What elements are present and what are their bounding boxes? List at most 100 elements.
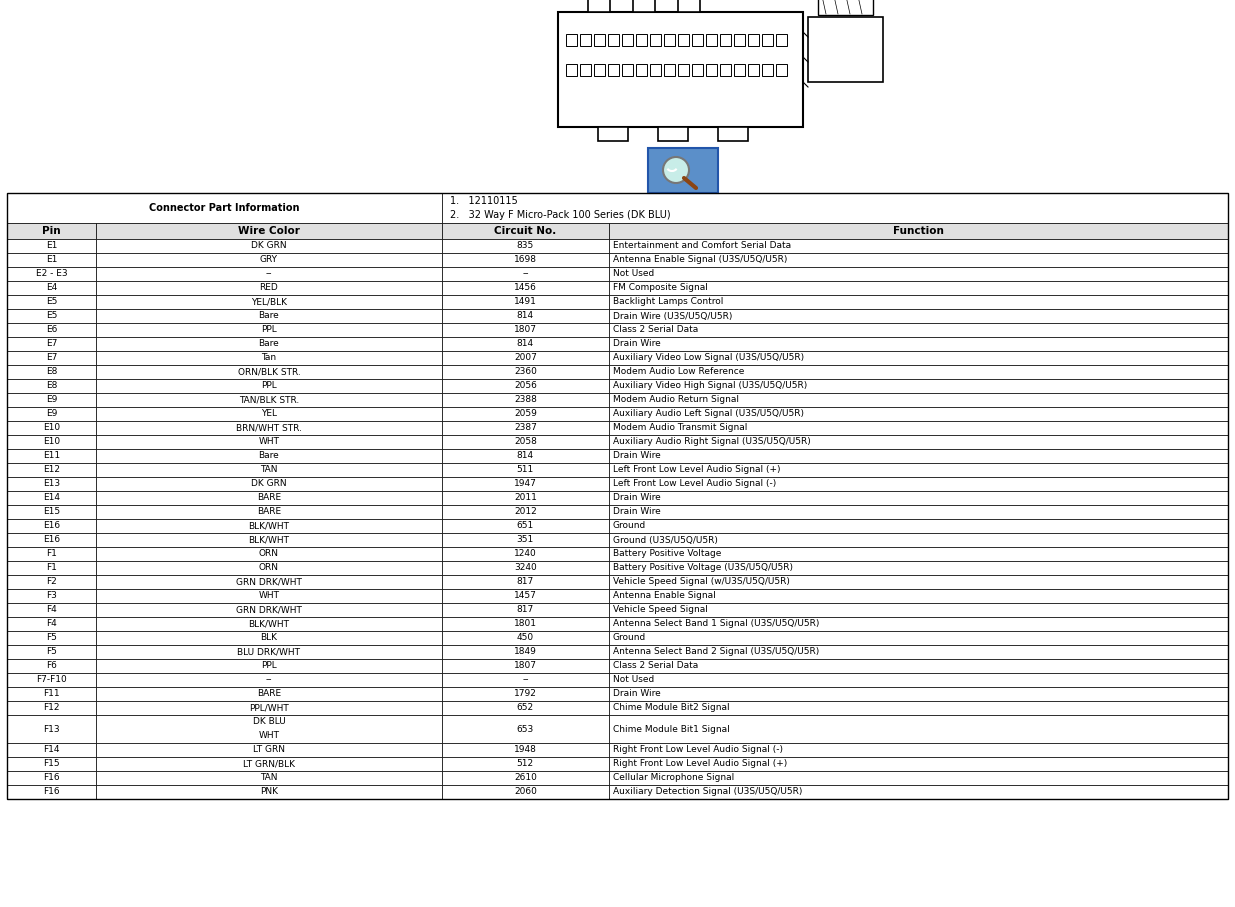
- Bar: [594, 64, 605, 76]
- Text: ORN/BLK STR.: ORN/BLK STR.: [237, 367, 300, 376]
- Bar: [96, 673, 442, 687]
- Bar: [609, 351, 1228, 365]
- Text: Battery Positive Voltage (U3S/U5Q/U5R): Battery Positive Voltage (U3S/U5Q/U5R): [613, 563, 793, 572]
- Text: Ground: Ground: [613, 522, 646, 531]
- Bar: [96, 239, 442, 253]
- Text: BLK: BLK: [261, 633, 278, 642]
- Text: Left Front Low Level Audio Signal (+): Left Front Low Level Audio Signal (+): [613, 465, 781, 474]
- Bar: [678, 0, 700, 12]
- Text: F5: F5: [46, 648, 57, 657]
- Text: Modem Audio Low Reference: Modem Audio Low Reference: [613, 367, 745, 376]
- Text: Drain Wire: Drain Wire: [613, 339, 661, 348]
- Bar: [678, 64, 689, 76]
- Text: 1456: 1456: [514, 284, 537, 292]
- Bar: [609, 757, 1228, 771]
- Bar: [636, 34, 647, 46]
- Text: Auxiliary Audio Right Signal (U3S/U5Q/U5R): Auxiliary Audio Right Signal (U3S/U5Q/U5…: [613, 437, 810, 446]
- Text: F4: F4: [46, 606, 57, 615]
- Bar: [7, 673, 96, 687]
- Bar: [7, 785, 96, 799]
- Bar: [442, 337, 609, 351]
- Bar: [609, 337, 1228, 351]
- Bar: [7, 533, 96, 547]
- Text: E14: E14: [43, 493, 61, 502]
- Bar: [442, 435, 609, 449]
- Bar: [622, 64, 634, 76]
- Text: Drain Wire: Drain Wire: [613, 508, 661, 516]
- Bar: [7, 223, 96, 239]
- Text: E15: E15: [43, 508, 61, 516]
- Text: 512: 512: [516, 759, 534, 768]
- Text: 817: 817: [516, 606, 534, 615]
- Bar: [96, 463, 442, 477]
- Text: E4: E4: [46, 284, 57, 292]
- Bar: [609, 281, 1228, 295]
- Text: Right Front Low Level Audio Signal (-): Right Front Low Level Audio Signal (-): [613, 746, 783, 755]
- Bar: [609, 589, 1228, 603]
- Bar: [442, 785, 609, 799]
- Bar: [7, 393, 96, 407]
- Bar: [7, 435, 96, 449]
- Text: ORN: ORN: [259, 550, 279, 559]
- Text: Antenna Select Band 1 Signal (U3S/U5Q/U5R): Antenna Select Band 1 Signal (U3S/U5Q/U5…: [613, 619, 819, 629]
- Bar: [609, 421, 1228, 435]
- Bar: [96, 631, 442, 645]
- Text: Wire Color: Wire Color: [238, 226, 300, 236]
- Bar: [442, 617, 609, 631]
- Bar: [718, 127, 748, 141]
- Bar: [442, 393, 609, 407]
- Text: Right Front Low Level Audio Signal (+): Right Front Low Level Audio Signal (+): [613, 759, 787, 768]
- Bar: [442, 407, 609, 421]
- Bar: [7, 337, 96, 351]
- Bar: [96, 379, 442, 393]
- Bar: [609, 393, 1228, 407]
- Bar: [442, 463, 609, 477]
- Text: 2011: 2011: [514, 493, 537, 502]
- Text: Vehicle Speed Signal: Vehicle Speed Signal: [613, 606, 708, 615]
- Bar: [7, 295, 96, 309]
- Bar: [96, 645, 442, 659]
- Text: 651: 651: [516, 522, 534, 531]
- Text: 835: 835: [516, 241, 534, 250]
- Bar: [678, 34, 689, 46]
- Bar: [609, 645, 1228, 659]
- Bar: [650, 34, 661, 46]
- Bar: [608, 64, 619, 76]
- Bar: [7, 193, 442, 223]
- Text: 1240: 1240: [514, 550, 537, 559]
- Bar: [96, 715, 442, 743]
- Text: 817: 817: [516, 578, 534, 587]
- Bar: [609, 267, 1228, 281]
- Bar: [734, 64, 745, 76]
- Bar: [7, 603, 96, 617]
- Text: Backlight Lamps Control: Backlight Lamps Control: [613, 297, 724, 307]
- Bar: [96, 491, 442, 505]
- Text: 2360: 2360: [514, 367, 537, 376]
- Bar: [96, 407, 442, 421]
- Text: BARE: BARE: [257, 689, 282, 698]
- Text: Cellular Microphone Signal: Cellular Microphone Signal: [613, 774, 734, 783]
- Bar: [7, 281, 96, 295]
- Bar: [96, 365, 442, 379]
- Bar: [609, 323, 1228, 337]
- Bar: [442, 659, 609, 673]
- Bar: [7, 757, 96, 771]
- Text: YEL/BLK: YEL/BLK: [251, 297, 287, 307]
- Bar: [96, 519, 442, 533]
- Text: E12: E12: [43, 465, 61, 474]
- Bar: [7, 505, 96, 519]
- Bar: [96, 477, 442, 491]
- Bar: [7, 239, 96, 253]
- Bar: [7, 659, 96, 673]
- Bar: [609, 519, 1228, 533]
- Bar: [442, 673, 609, 687]
- Bar: [609, 715, 1228, 743]
- Bar: [7, 645, 96, 659]
- Bar: [7, 519, 96, 533]
- Bar: [609, 505, 1228, 519]
- Text: RED: RED: [259, 284, 278, 292]
- Bar: [622, 34, 634, 46]
- Bar: [609, 223, 1228, 239]
- Text: 2.   32 Way F Micro-Pack 100 Series (DK BLU): 2. 32 Way F Micro-Pack 100 Series (DK BL…: [450, 210, 671, 219]
- Text: 2388: 2388: [514, 395, 537, 405]
